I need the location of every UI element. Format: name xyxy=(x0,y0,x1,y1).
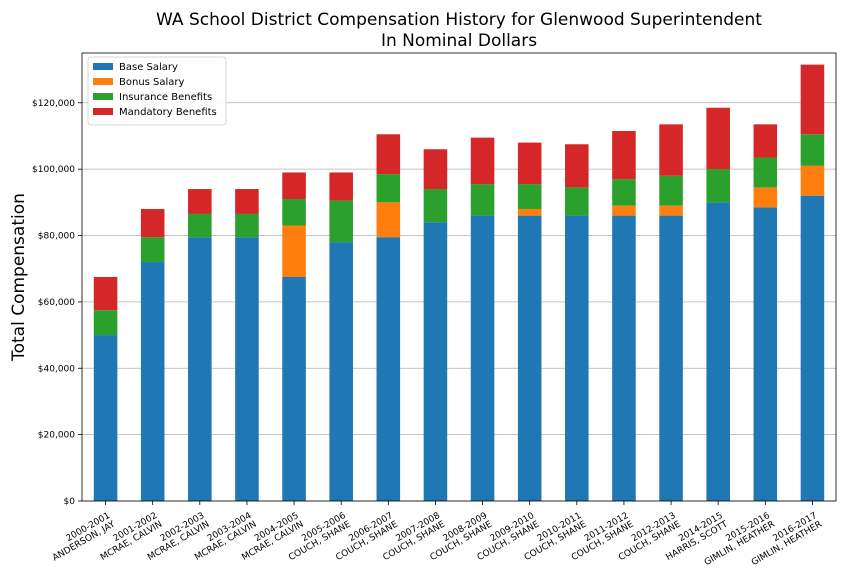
bar-segment-insurance-benefits xyxy=(659,176,683,206)
bar-segment-insurance-benefits xyxy=(329,201,353,242)
bar-segment-mandatory-benefits xyxy=(518,143,542,184)
bar-segment-insurance-benefits xyxy=(282,199,306,226)
bar-segment-base-salary xyxy=(518,216,542,501)
y-tick-label: $20,000 xyxy=(38,431,75,441)
bar-segment-base-salary xyxy=(612,216,636,501)
bar-segment-bonus-salary xyxy=(612,206,636,216)
bar-segment-mandatory-benefits xyxy=(282,172,306,199)
bar-segment-insurance-benefits xyxy=(471,184,495,216)
bar-segment-base-salary xyxy=(801,196,825,501)
bar-segment-base-salary xyxy=(329,242,353,501)
bar-segment-base-salary xyxy=(377,237,401,501)
bar-segment-mandatory-benefits xyxy=(754,124,778,157)
bar-segment-mandatory-benefits xyxy=(235,189,259,214)
y-tick-label: $40,000 xyxy=(38,364,75,374)
bar-segment-insurance-benefits xyxy=(94,310,118,335)
y-tick-label: $80,000 xyxy=(38,232,75,242)
legend-swatch xyxy=(93,108,113,115)
legend-label: Insurance Benefits xyxy=(119,92,212,103)
legend-label: Base Salary xyxy=(119,62,178,73)
bar-segment-mandatory-benefits xyxy=(706,108,730,169)
legend: Base Salary Bonus Salary Insurance Benefit… xyxy=(88,57,226,125)
chart-subtitle: In Nominal Dollars xyxy=(381,31,537,51)
bar-segment-bonus-salary xyxy=(518,209,542,216)
bar-segment-base-salary xyxy=(565,216,589,501)
y-tick-label: $60,000 xyxy=(38,298,75,308)
bar-segment-insurance-benefits xyxy=(801,134,825,166)
legend-label: Mandatory Benefits xyxy=(119,107,217,118)
bar-segment-insurance-benefits xyxy=(565,187,589,215)
bar-segment-mandatory-benefits xyxy=(188,189,212,214)
bar-segment-insurance-benefits xyxy=(754,158,778,188)
legend-swatch xyxy=(93,63,113,70)
bar-segment-mandatory-benefits xyxy=(141,209,165,237)
bar-segment-insurance-benefits xyxy=(377,174,401,202)
bar-segment-mandatory-benefits xyxy=(659,124,683,175)
bar-segment-bonus-salary xyxy=(377,202,401,237)
bar-segment-base-salary xyxy=(235,237,259,501)
legend-label: Bonus Salary xyxy=(119,77,185,88)
bar-segment-mandatory-benefits xyxy=(471,138,495,184)
bar-segment-base-salary xyxy=(282,277,306,501)
bar-segment-base-salary xyxy=(706,202,730,501)
bar-segment-insurance-benefits xyxy=(518,184,542,209)
bar-segment-base-salary xyxy=(188,237,212,501)
chart-title: WA School District Compensation History … xyxy=(156,10,762,30)
y-tick-label: $120,000 xyxy=(32,99,75,109)
bar-segment-mandatory-benefits xyxy=(801,65,825,135)
bars xyxy=(94,65,824,501)
legend-swatch xyxy=(93,93,113,100)
bar-segment-mandatory-benefits xyxy=(94,277,118,310)
bar-segment-base-salary xyxy=(141,262,165,501)
y-tick-label: $100,000 xyxy=(32,165,75,175)
bar-segment-mandatory-benefits xyxy=(612,131,636,179)
bar-segment-base-salary xyxy=(471,216,495,501)
bar-segment-insurance-benefits xyxy=(235,214,259,237)
bar-segment-mandatory-benefits xyxy=(329,172,353,200)
legend-swatch xyxy=(93,78,113,85)
bar-segment-base-salary xyxy=(424,222,448,501)
bar-segment-base-salary xyxy=(754,207,778,501)
bar-segment-mandatory-benefits xyxy=(565,144,589,187)
bar-segment-bonus-salary xyxy=(282,226,306,277)
y-axis-label: Total Compensation xyxy=(9,193,29,362)
bar-segment-base-salary xyxy=(94,335,118,501)
bar-segment-insurance-benefits xyxy=(706,169,730,202)
bar-segment-mandatory-benefits xyxy=(424,149,448,189)
bar-segment-insurance-benefits xyxy=(612,179,636,206)
bar-segment-mandatory-benefits xyxy=(377,134,401,174)
bar-segment-insurance-benefits xyxy=(424,189,448,222)
bar-segment-insurance-benefits xyxy=(188,214,212,237)
bar-segment-bonus-salary xyxy=(754,187,778,207)
bar-segment-bonus-salary xyxy=(659,206,683,216)
y-tick-label: $0 xyxy=(64,497,76,507)
bar-segment-insurance-benefits xyxy=(141,237,165,262)
bar-segment-bonus-salary xyxy=(801,166,825,196)
bar-segment-base-salary xyxy=(659,216,683,501)
